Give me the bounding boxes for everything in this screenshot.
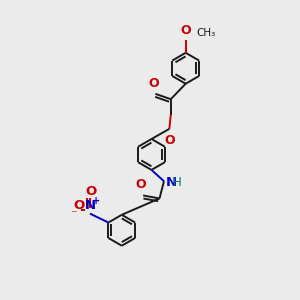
- Text: ⁻: ⁻: [70, 208, 76, 221]
- Text: O: O: [148, 77, 159, 90]
- Text: +: +: [92, 196, 101, 206]
- Text: O: O: [86, 185, 97, 198]
- Text: N: N: [166, 176, 177, 189]
- Text: O: O: [164, 134, 175, 147]
- Text: CH₃: CH₃: [196, 28, 215, 38]
- Text: O: O: [180, 24, 191, 38]
- Text: O: O: [73, 199, 84, 212]
- Text: O: O: [136, 178, 146, 191]
- Text: N: N: [84, 199, 95, 212]
- Text: H: H: [173, 176, 182, 189]
